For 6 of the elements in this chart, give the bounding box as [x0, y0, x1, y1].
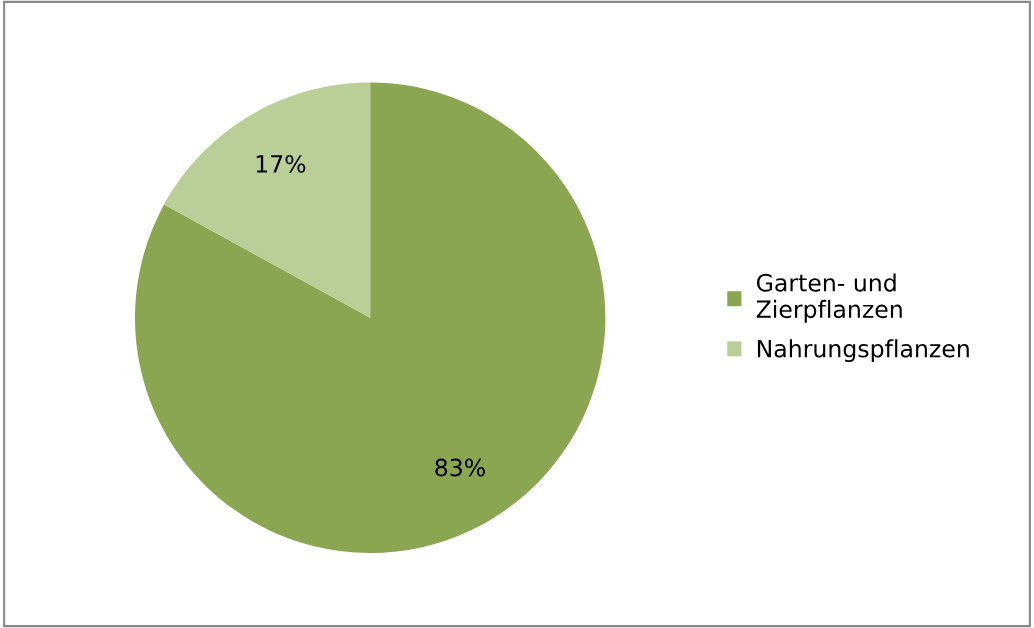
data-label: 83% — [435, 458, 485, 477]
legend-label: Nahrungspflanzen — [757, 339, 969, 363]
pie-slice — [135, 82, 606, 553]
pie-slice — [164, 82, 371, 318]
legend-label: Garten- und Zierpflanzen — [756, 273, 902, 323]
data-label: 17% — [256, 154, 306, 173]
